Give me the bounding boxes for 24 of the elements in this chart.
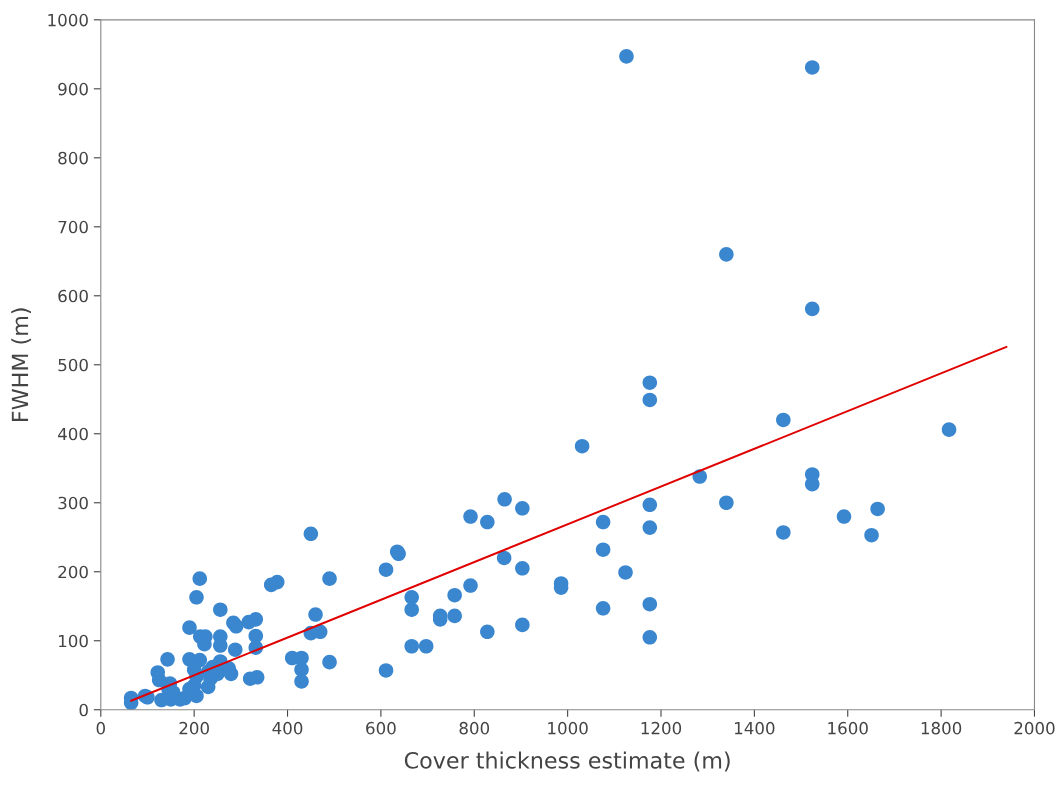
x-tick-label: 2000 xyxy=(1014,721,1055,735)
x-tick-label: 200 xyxy=(179,721,209,735)
x-tick-label: 800 xyxy=(459,721,490,735)
x-tick-label: 400 xyxy=(272,721,303,735)
y-axis-title: FWHM (m) xyxy=(11,308,31,421)
x-tick-label: 0 xyxy=(96,721,105,735)
y-tick-label: 0 xyxy=(79,703,88,717)
x-tick-label: 1400 xyxy=(734,721,775,735)
x-tick-label: 1000 xyxy=(548,721,588,735)
y-tick-label: 400 xyxy=(57,427,88,441)
y-tick-label: 1000 xyxy=(48,13,88,27)
y-tick-label: 800 xyxy=(58,151,88,165)
x-axis-title: Cover thickness estimate (m) xyxy=(404,751,730,772)
y-tick-label: 200 xyxy=(58,565,88,579)
x-tick-label: 1600 xyxy=(828,721,868,735)
y-tick-label: 700 xyxy=(58,220,88,234)
x-tick-label: 1200 xyxy=(641,721,682,735)
x-tick-label: 1800 xyxy=(921,721,962,735)
y-tick-label: 500 xyxy=(58,358,88,372)
y-tick-label: 100 xyxy=(59,634,88,648)
y-tick-label: 300 xyxy=(58,496,88,510)
x-tick-label: 600 xyxy=(366,721,396,735)
y-tick-label: 600 xyxy=(58,289,88,303)
y-tick-label: 900 xyxy=(58,82,88,96)
